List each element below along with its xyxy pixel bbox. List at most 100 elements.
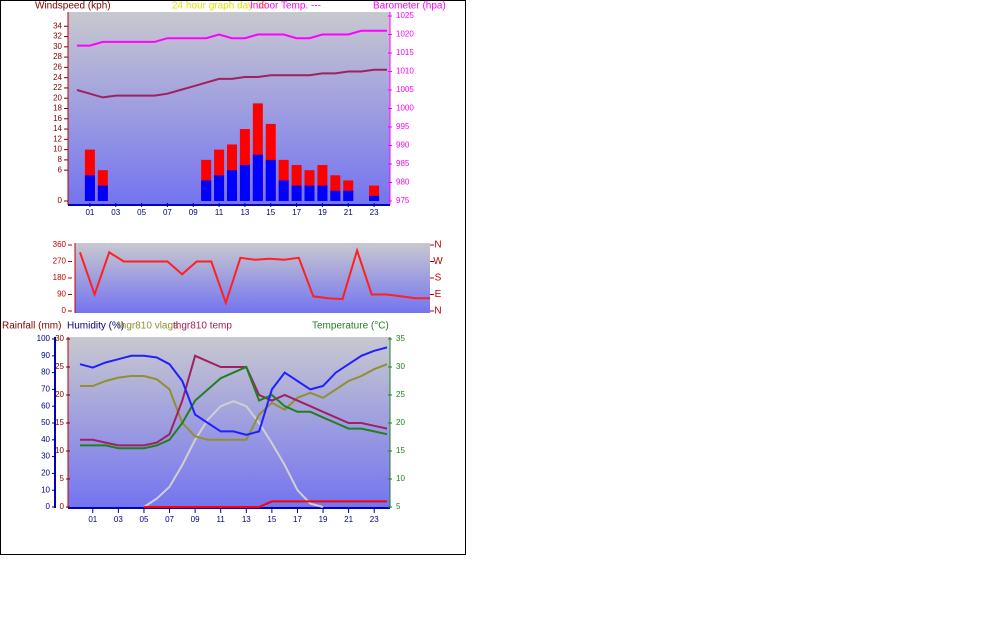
bar xyxy=(369,195,380,201)
y2-tick-label: 990 xyxy=(396,141,410,150)
x-tick-label: 01 xyxy=(88,515,97,524)
bar xyxy=(317,185,328,201)
legend-entry: Indoor Temp. --- xyxy=(250,1,321,12)
bar xyxy=(265,159,276,201)
y-tick-label: 180 xyxy=(53,273,67,282)
y-tick-label: 90 xyxy=(41,351,50,360)
y-tick-label: 30 xyxy=(41,452,50,461)
x-tick-label: 15 xyxy=(266,208,275,217)
line xyxy=(77,29,387,47)
y2-tick-label: N xyxy=(434,306,441,317)
y-tick-label: 12 xyxy=(53,134,62,143)
x-tick-label: 05 xyxy=(137,208,146,217)
y3-tick-label: 15 xyxy=(55,418,64,427)
y-tick-label: 0 xyxy=(58,196,63,205)
y-tick-label: 10 xyxy=(41,485,50,494)
y2-tick-label: S xyxy=(435,273,442,284)
bar xyxy=(97,185,108,201)
bar xyxy=(291,185,302,201)
line xyxy=(80,354,388,447)
line xyxy=(143,400,324,508)
y2-tick-label: 15 xyxy=(396,446,405,455)
y-tick-label: 360 xyxy=(53,240,67,249)
line xyxy=(79,247,430,306)
bar xyxy=(317,165,328,201)
y-tick-label: 90 xyxy=(57,290,66,299)
bar xyxy=(201,180,212,201)
y2-tick-label: 1005 xyxy=(396,85,414,94)
y-tick-label: 8 xyxy=(58,155,63,164)
x-tick-label: 13 xyxy=(242,515,251,524)
y2-tick-label: 975 xyxy=(396,196,410,205)
y3-tick-label: 25 xyxy=(55,362,64,371)
x-tick-label: 09 xyxy=(189,208,198,217)
y2-tick-label: 10 xyxy=(396,474,405,483)
y-tick-label: 50 xyxy=(41,418,50,427)
y-tick-label: 22 xyxy=(53,83,62,92)
y2-tick-label: 1025 xyxy=(396,11,414,20)
y2-tick-label: 980 xyxy=(396,178,410,187)
line xyxy=(76,68,387,99)
x-tick-label: 13 xyxy=(240,208,249,217)
y2-tick-label: N xyxy=(434,240,441,251)
x-tick-label: 17 xyxy=(292,208,301,217)
y-tick-label: 40 xyxy=(41,435,50,444)
y2-tick-label: W xyxy=(433,256,443,267)
x-tick-label: 21 xyxy=(344,515,353,524)
x-tick-label: 19 xyxy=(319,515,328,524)
y2-tick-label: 1000 xyxy=(396,104,414,113)
y-tick-label: 70 xyxy=(41,385,50,394)
bar xyxy=(239,165,250,201)
y-tick-label: 0 xyxy=(62,306,67,315)
y-tick-label: 6 xyxy=(58,165,63,174)
plot-area xyxy=(75,243,430,313)
y-tick-label: 10 xyxy=(53,145,62,154)
legend-entry: thgr810 temp xyxy=(173,321,232,332)
plot-area xyxy=(68,337,390,508)
bar xyxy=(369,185,380,201)
x-tick-label: 09 xyxy=(191,515,200,524)
y3-tick-label: 30 xyxy=(55,334,64,343)
bar xyxy=(252,154,263,201)
line xyxy=(144,500,387,508)
y-axis-title: Humidity (%) xyxy=(67,321,124,332)
y2-tick-label: E xyxy=(435,289,442,300)
y2-axis-title: Temperature (°C) xyxy=(312,321,389,332)
x-tick-label: 03 xyxy=(111,208,120,217)
y-tick-label: 32 xyxy=(53,32,62,41)
bar xyxy=(304,185,315,201)
y-tick-label: 60 xyxy=(41,401,50,410)
y3-tick-label: 5 xyxy=(60,474,65,483)
x-tick-label: 05 xyxy=(140,515,149,524)
bar xyxy=(343,190,354,201)
chart-title: 24 hour graph day 03 xyxy=(172,1,268,12)
bar xyxy=(330,175,341,201)
line xyxy=(80,365,388,450)
y3-tick-label: 10 xyxy=(55,446,64,455)
y3-tick-label: 0 xyxy=(60,502,65,511)
y-tick-label: 80 xyxy=(41,368,50,377)
y-tick-label: 18 xyxy=(53,104,62,113)
bar xyxy=(252,103,263,201)
bar xyxy=(330,190,341,201)
x-tick-label: 23 xyxy=(370,515,379,524)
y2-tick-label: 1010 xyxy=(396,67,414,76)
y2-tick-label: 20 xyxy=(396,418,405,427)
x-tick-label: 07 xyxy=(165,515,174,524)
y2-tick-label: 5 xyxy=(396,502,401,511)
y2-tick-label: 1015 xyxy=(396,48,414,57)
x-tick-label: 19 xyxy=(318,208,327,217)
line xyxy=(80,363,388,441)
y-tick-label: 24 xyxy=(53,73,62,82)
y3-tick-label: 20 xyxy=(55,390,64,399)
y2-axis-title: Barometer (hpa) xyxy=(373,1,446,12)
y-tick-label: 26 xyxy=(53,62,62,71)
y-tick-label: 0 xyxy=(46,502,51,511)
y-axis-title: Windspeed (kph) xyxy=(35,1,111,12)
x-tick-label: 23 xyxy=(370,208,379,217)
y2-tick-label: 995 xyxy=(396,122,410,131)
x-tick-label: 11 xyxy=(215,208,224,217)
bar xyxy=(84,175,95,201)
y-tick-label: 28 xyxy=(53,52,62,61)
